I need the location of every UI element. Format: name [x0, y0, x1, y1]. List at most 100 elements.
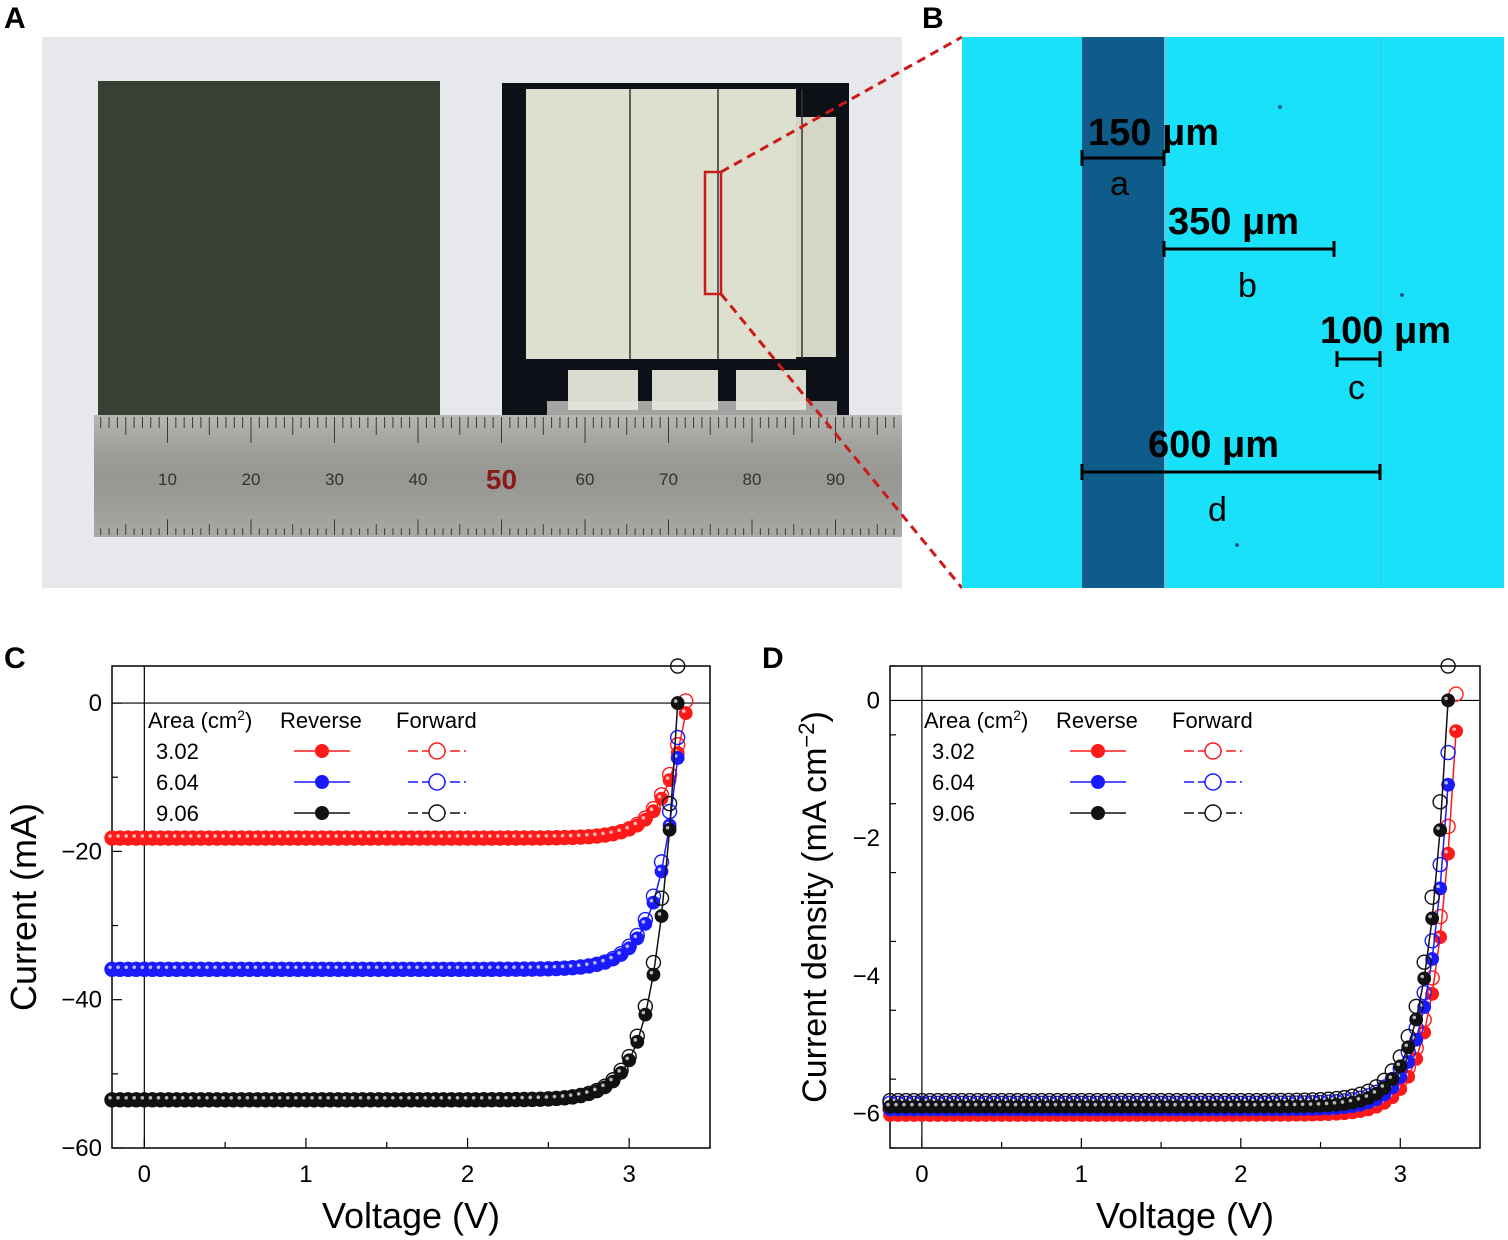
reverse-point — [1385, 1072, 1400, 1087]
point-highlight — [180, 1096, 185, 1100]
point-highlight — [609, 830, 613, 834]
point-highlight — [407, 965, 411, 970]
reverse-point — [646, 895, 661, 910]
point-highlight — [229, 834, 234, 838]
point-highlight — [641, 920, 646, 924]
point-highlight — [471, 965, 476, 970]
point-highlight — [277, 1096, 282, 1100]
point-highlight — [1292, 1102, 1297, 1107]
point-highlight — [625, 825, 629, 830]
y-axis-label-text: Current density (mA cm — [796, 748, 834, 1103]
point-highlight — [423, 834, 427, 838]
point-highlight — [342, 1096, 347, 1100]
ruler-label: 30 — [325, 470, 344, 489]
point-highlight — [488, 1095, 492, 1100]
point-highlight — [926, 1102, 930, 1107]
legend-forward-marker — [1204, 804, 1222, 822]
point-highlight — [310, 1096, 314, 1100]
point-highlight — [285, 834, 290, 838]
zoom-box — [703, 170, 723, 296]
point-highlight — [584, 832, 589, 837]
reverse-point — [1393, 1059, 1408, 1074]
point-highlight — [285, 1096, 290, 1100]
point-highlight — [528, 1095, 533, 1100]
point-highlight — [471, 834, 476, 838]
panel-label-d: D — [762, 642, 784, 675]
point-highlight — [310, 965, 314, 970]
reverse-point — [638, 1007, 653, 1022]
point-highlight — [269, 965, 274, 970]
point-highlight — [1340, 1100, 1345, 1104]
point-highlight — [560, 964, 565, 969]
point-highlight — [229, 965, 234, 970]
point-highlight — [140, 1096, 145, 1100]
scale-letter-d: d — [1208, 491, 1227, 529]
point-highlight — [488, 834, 492, 838]
point-highlight — [1436, 826, 1440, 830]
point-highlight — [1372, 1090, 1377, 1094]
chart-current-voltage: 0 1 2 30−20−40−60 Voltage (V) Current (mA) … — [3, 658, 711, 1236]
dust-speck — [1235, 543, 1239, 547]
point-highlight — [633, 1038, 638, 1042]
point-highlight — [560, 1094, 565, 1098]
point-highlight — [625, 944, 629, 949]
point-highlight — [665, 825, 670, 830]
point-highlight — [1348, 1098, 1353, 1103]
y-tick-label: −4 — [853, 963, 880, 990]
reverse-point — [1409, 1012, 1424, 1027]
point-highlight — [584, 1090, 589, 1094]
point-highlight — [1125, 1102, 1129, 1107]
point-highlight — [617, 951, 621, 955]
reverse-point — [646, 804, 661, 819]
forward-point — [669, 658, 686, 674]
point-highlight — [536, 1095, 541, 1100]
point-highlight — [189, 834, 193, 838]
point-highlight — [431, 1095, 436, 1100]
point-highlight — [132, 834, 137, 838]
point-highlight — [910, 1102, 914, 1107]
series-line — [890, 784, 1449, 1111]
point-highlight — [213, 1096, 217, 1100]
point-highlight — [1101, 1102, 1106, 1107]
legend-reverse-marker — [315, 806, 329, 820]
x-tick-label: 1 — [1075, 1161, 1088, 1188]
point-highlight — [132, 1096, 137, 1100]
series-layer — [882, 658, 1464, 1122]
point-highlight — [568, 964, 573, 968]
y-tick-label: 0 — [867, 687, 880, 714]
point-highlight — [496, 965, 500, 970]
x-tick-label: 2 — [461, 1161, 474, 1188]
point-highlight — [140, 834, 145, 838]
y-tick-label: −6 — [853, 1101, 880, 1128]
point-highlight — [902, 1102, 906, 1107]
point-highlight — [108, 965, 112, 970]
point-highlight — [1396, 1062, 1401, 1067]
legend-reverse-header: Reverse — [280, 708, 362, 733]
point-highlight — [391, 1095, 395, 1100]
point-highlight — [221, 834, 225, 838]
point-highlight — [989, 1102, 994, 1107]
point-highlight — [366, 834, 371, 838]
point-highlight — [164, 834, 169, 838]
legend-reverse-marker — [1091, 744, 1105, 758]
point-highlight — [399, 1095, 403, 1100]
legend-forward-header: Forward — [396, 708, 477, 733]
point-highlight — [116, 1096, 120, 1100]
point-highlight — [116, 965, 120, 970]
point-highlight — [156, 965, 161, 970]
point-highlight — [1029, 1102, 1034, 1107]
y-tick-label: −60 — [61, 1135, 102, 1162]
point-highlight — [617, 828, 621, 833]
point-highlight — [205, 965, 209, 970]
point-highlight — [1149, 1102, 1153, 1107]
y-axis-label-sup: −2 — [794, 723, 819, 748]
point-highlight — [439, 834, 444, 838]
point-highlight — [576, 833, 581, 837]
point-highlight — [1109, 1102, 1114, 1107]
legend-area-value: 9.06 — [932, 801, 975, 826]
point-highlight — [918, 1102, 922, 1107]
point-highlight — [886, 1102, 890, 1107]
chart-current-density-voltage: 0 1 2 3 0 −2 −4 −6 Voltage (V) Current density … — [794, 658, 1481, 1236]
x-tick-label: 0 — [915, 1161, 928, 1188]
point-highlight — [633, 934, 638, 939]
